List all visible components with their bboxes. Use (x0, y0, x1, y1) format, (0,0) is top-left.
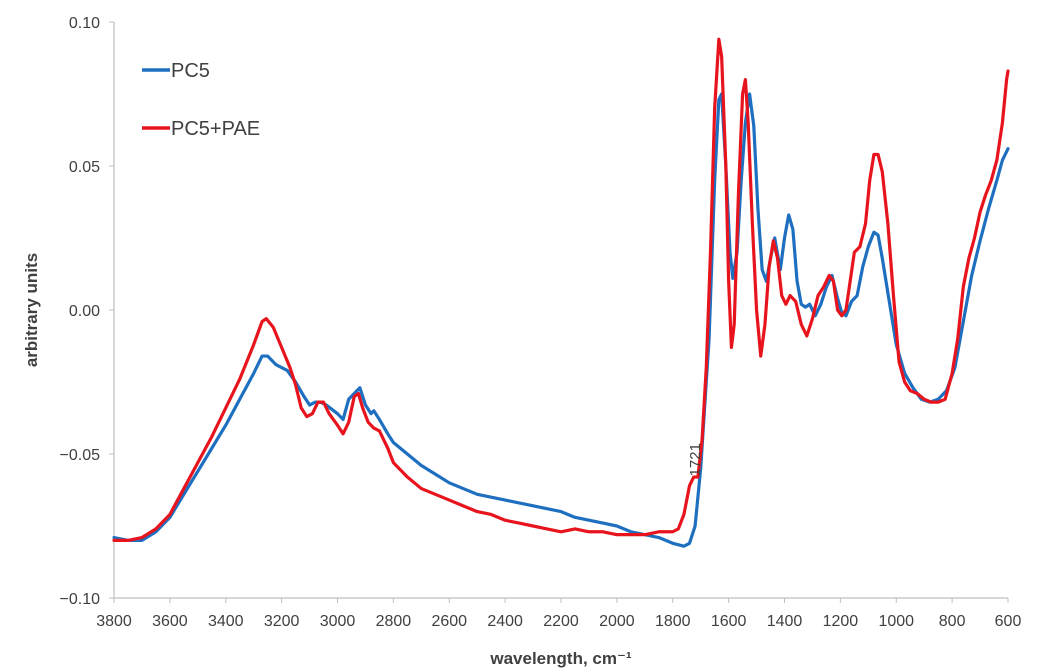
x-tick-label: 3800 (96, 613, 132, 630)
x-tick-label: 800 (939, 613, 966, 630)
x-tick-label: 2600 (431, 613, 467, 630)
legend-label: PC5 (171, 60, 210, 82)
y-axis-title: arbitrary units (22, 253, 41, 367)
series-lines (112, 37, 1010, 548)
x-tick-label: 2800 (376, 613, 412, 630)
x-tick-labels: 3800 3600 3400 3200 3000 2800 2600 2400 2200 2000… (96, 613, 1021, 630)
x-tick-label: 1000 (878, 613, 914, 630)
x-tick-label: 3600 (152, 613, 188, 630)
axes (109, 21, 1009, 603)
legend-label: PC5+PAE (171, 118, 260, 140)
y-tick-label: 0.00 (69, 303, 100, 320)
x-tick-label: 3200 (264, 613, 300, 630)
x-tick-label: 2000 (599, 613, 635, 630)
x-tick-label: 3000 (320, 613, 356, 630)
x-tick-label: 1400 (767, 613, 803, 630)
series-line-pc5-pae (112, 37, 1010, 542)
y-tick-label: −0.05 (60, 447, 101, 464)
y-tick-label: −0.10 (60, 591, 101, 608)
x-tick-label: 600 (995, 613, 1022, 630)
y-tick-label: 0.10 (69, 15, 100, 32)
x-tick-label: 2400 (487, 613, 523, 630)
x-tick-label: 2200 (543, 613, 579, 630)
x-tick-label: 1200 (823, 613, 859, 630)
x-tick-label: 1600 (711, 613, 747, 630)
y-tick-label: 0.05 (69, 159, 100, 176)
legend: PC5 PC5+PAE (142, 60, 260, 140)
x-axis-title: wavelength, cm⁻¹ (489, 649, 632, 668)
annotations: 1721 (687, 443, 704, 476)
y-tick-labels: −0.10 −0.05 0.00 0.05 0.10 (60, 15, 101, 608)
annotation-label: 1721 (687, 443, 704, 476)
x-tick-label: 1800 (655, 613, 691, 630)
x-tick-label: 3400 (208, 613, 244, 630)
